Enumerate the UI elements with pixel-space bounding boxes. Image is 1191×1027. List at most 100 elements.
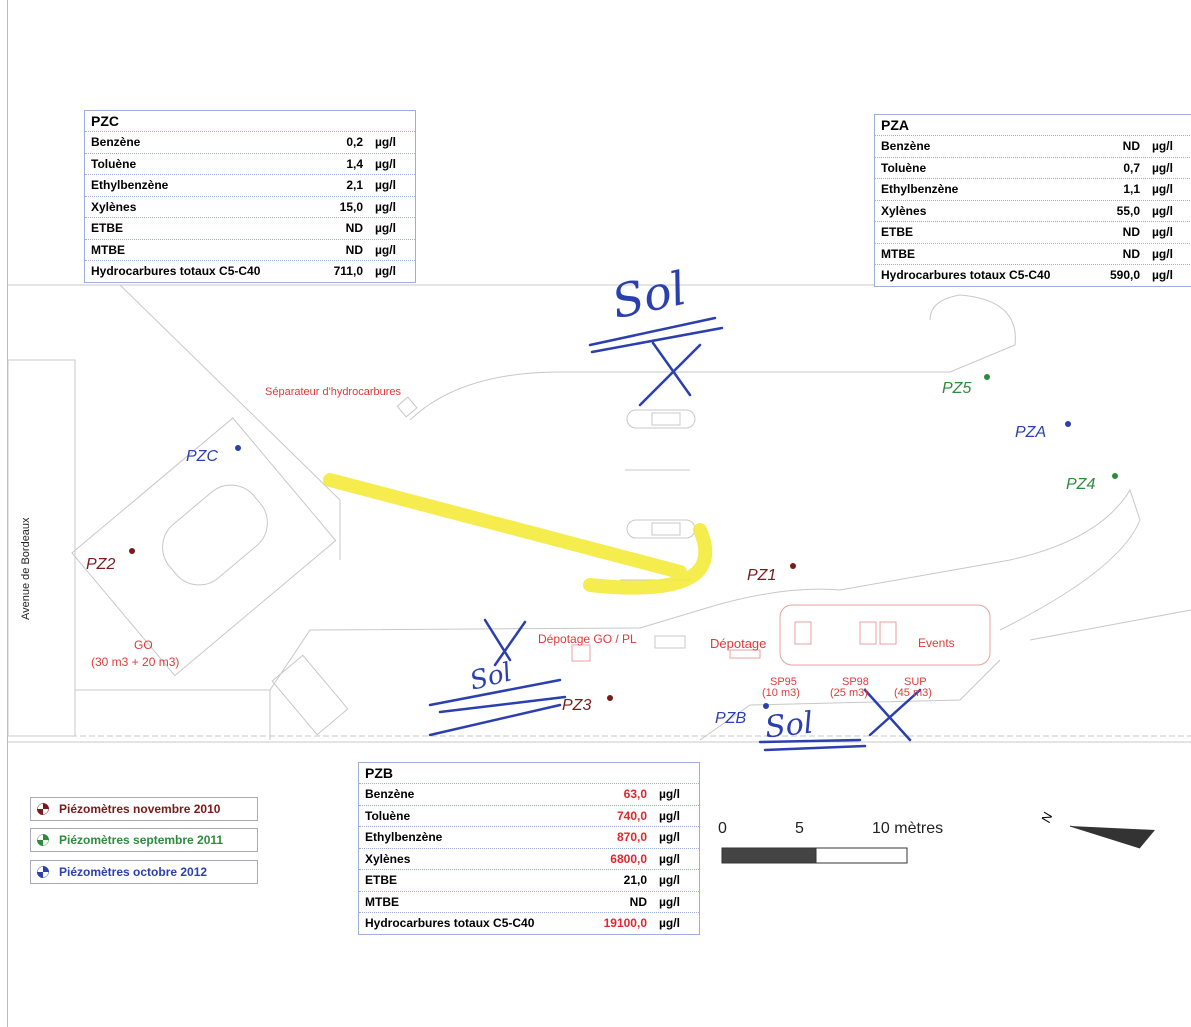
piezometer-2010-icon bbox=[37, 803, 49, 815]
param-unit: µg/l bbox=[659, 894, 680, 909]
table-row: ETBE ND µg/l bbox=[85, 217, 415, 239]
param-value: ND bbox=[1122, 246, 1140, 261]
param-value: 1,1 bbox=[1123, 182, 1140, 197]
table-row: ETBE ND µg/l bbox=[875, 221, 1191, 243]
table-row: MTBE ND µg/l bbox=[359, 890, 699, 913]
legend-item-2010: Piézomètres novembre 2010 bbox=[30, 797, 258, 821]
table-title: PZC bbox=[91, 113, 119, 129]
param-value: 0,2 bbox=[346, 135, 363, 150]
param-name: MTBE bbox=[365, 894, 399, 909]
well-label-pz2: PZ2 bbox=[86, 556, 116, 573]
well-label-pz3: PZ3 bbox=[562, 697, 592, 714]
param-unit: µg/l bbox=[1152, 139, 1173, 154]
param-unit: µg/l bbox=[659, 873, 680, 888]
well-label-pz5: PZ5 bbox=[942, 380, 972, 397]
table-pzc: PZC Benzène 0,2 µg/l Toluène 1,4 µg/l Ethylb… bbox=[84, 110, 416, 283]
separator-label: Séparateur d'hydrocarbures bbox=[265, 386, 402, 398]
param-value: 21,0 bbox=[623, 873, 647, 888]
param-name: ETBE bbox=[91, 221, 124, 236]
well-markers bbox=[129, 374, 1118, 709]
table-row: Ethylbenzène 1,1 µg/l bbox=[875, 178, 1191, 200]
well-label-pz1: PZ1 bbox=[747, 567, 777, 584]
scale-bar bbox=[721, 847, 908, 864]
table-row: Hydrocarbures totaux C5-C40 590,0 µg/l bbox=[875, 264, 1191, 286]
param-name: Hydrocarbures totaux C5-C40 bbox=[881, 268, 1051, 283]
param-value: 0,7 bbox=[1123, 160, 1140, 175]
events-label: Events bbox=[918, 636, 955, 650]
table-row: Xylènes 55,0 µg/l bbox=[875, 199, 1191, 222]
param-name: Benzène bbox=[365, 787, 415, 802]
sp98-label: SP98 bbox=[842, 676, 869, 688]
legend-label: Piézomètres novembre 2010 bbox=[59, 802, 221, 816]
param-unit: µg/l bbox=[1152, 203, 1173, 218]
param-value: ND bbox=[629, 894, 647, 909]
param-name: Toluène bbox=[365, 808, 411, 823]
go-tank-label: GO bbox=[134, 638, 153, 652]
handwritten-sol-bottom: Sol bbox=[763, 705, 815, 746]
table-row: Ethylbenzène 2,1 µg/l bbox=[85, 174, 415, 196]
well-label-pz4: PZ4 bbox=[1066, 476, 1096, 493]
param-value: 19100,0 bbox=[603, 916, 647, 931]
param-name: MTBE bbox=[881, 246, 915, 261]
table-pzb: PZB Benzène 63,0 µg/l Toluène 740,0 µg/l Eth… bbox=[358, 762, 700, 935]
param-name: Ethylbenzène bbox=[91, 178, 169, 193]
param-value: 870,0 bbox=[616, 830, 647, 845]
param-unit: µg/l bbox=[659, 916, 680, 931]
param-unit: µg/l bbox=[375, 135, 396, 150]
table-row: MTBE ND µg/l bbox=[875, 242, 1191, 265]
highlight-plume bbox=[323, 473, 713, 595]
avenue-label: Avenue de Bordeaux bbox=[20, 517, 32, 620]
sp98-volume: (25 m3) bbox=[830, 687, 868, 699]
param-name: Hydrocarbures totaux C5-C40 bbox=[365, 916, 535, 931]
sp95-label: SP95 bbox=[770, 676, 797, 688]
param-unit: µg/l bbox=[375, 199, 396, 214]
piezometer-2011-icon bbox=[37, 834, 49, 846]
param-value: 63,0 bbox=[623, 787, 647, 802]
scale-tick-5: 5 bbox=[795, 820, 804, 837]
param-name: Xylènes bbox=[881, 203, 927, 218]
table-row: Toluène 1,4 µg/l bbox=[85, 152, 415, 175]
param-value: 1,4 bbox=[346, 156, 363, 171]
depotage-go-pl-label: Dépotage GO / PL bbox=[538, 632, 637, 646]
piezometer-2012-icon bbox=[37, 866, 49, 878]
table-title: PZA bbox=[881, 117, 909, 133]
param-value: 15,0 bbox=[339, 199, 363, 214]
param-name: Benzène bbox=[881, 139, 931, 154]
legend-item-2012: Piézomètres octobre 2012 bbox=[30, 860, 258, 884]
param-name: Xylènes bbox=[91, 199, 137, 214]
depotage-label: Dépotage bbox=[710, 636, 767, 651]
param-value: ND bbox=[1122, 225, 1140, 240]
well-label-pzc: PZC bbox=[186, 448, 218, 465]
param-value: 590,0 bbox=[1109, 268, 1140, 283]
sp95-volume: (10 m3) bbox=[762, 687, 800, 699]
param-value: 55,0 bbox=[1116, 203, 1140, 218]
table-row: Ethylbenzène 870,0 µg/l bbox=[359, 826, 699, 848]
sup-volume: (45 m3) bbox=[894, 687, 932, 699]
well-label-pzb: PZB bbox=[715, 710, 747, 727]
table-row: Xylènes 15,0 µg/l bbox=[85, 195, 415, 218]
param-unit: µg/l bbox=[375, 242, 396, 257]
table-row: Hydrocarbures totaux C5-C40 19100,0 µg/l bbox=[359, 912, 699, 934]
param-value: ND bbox=[1122, 139, 1140, 154]
legend-label: Piézomètres septembre 2011 bbox=[59, 833, 224, 847]
go-tank-volume: (30 m3 + 20 m3) bbox=[91, 655, 180, 669]
param-unit: µg/l bbox=[375, 264, 396, 279]
param-value: 2,1 bbox=[346, 178, 363, 193]
table-title: PZB bbox=[365, 765, 393, 781]
table-row: Hydrocarbures totaux C5-C40 711,0 µg/l bbox=[85, 260, 415, 282]
param-name: Hydrocarbures totaux C5-C40 bbox=[91, 264, 261, 279]
table-pza: PZA Benzène ND µg/l Toluène 0,7 µg/l Ethylbe… bbox=[874, 114, 1191, 287]
road-outlines bbox=[7, 284, 1191, 743]
param-name: ETBE bbox=[881, 225, 914, 240]
table-row: MTBE ND µg/l bbox=[85, 238, 415, 261]
table-row: Benzène 63,0 µg/l bbox=[359, 783, 699, 805]
table-row: ETBE 21,0 µg/l bbox=[359, 869, 699, 891]
param-unit: µg/l bbox=[1152, 268, 1173, 283]
param-name: Ethylbenzène bbox=[881, 182, 959, 197]
table-row: Benzène 0,2 µg/l bbox=[85, 131, 415, 153]
param-value: 6800,0 bbox=[610, 851, 647, 866]
param-unit: µg/l bbox=[659, 808, 680, 823]
handwritten-marks bbox=[428, 316, 922, 752]
table-row: Toluène 0,7 µg/l bbox=[875, 156, 1191, 179]
